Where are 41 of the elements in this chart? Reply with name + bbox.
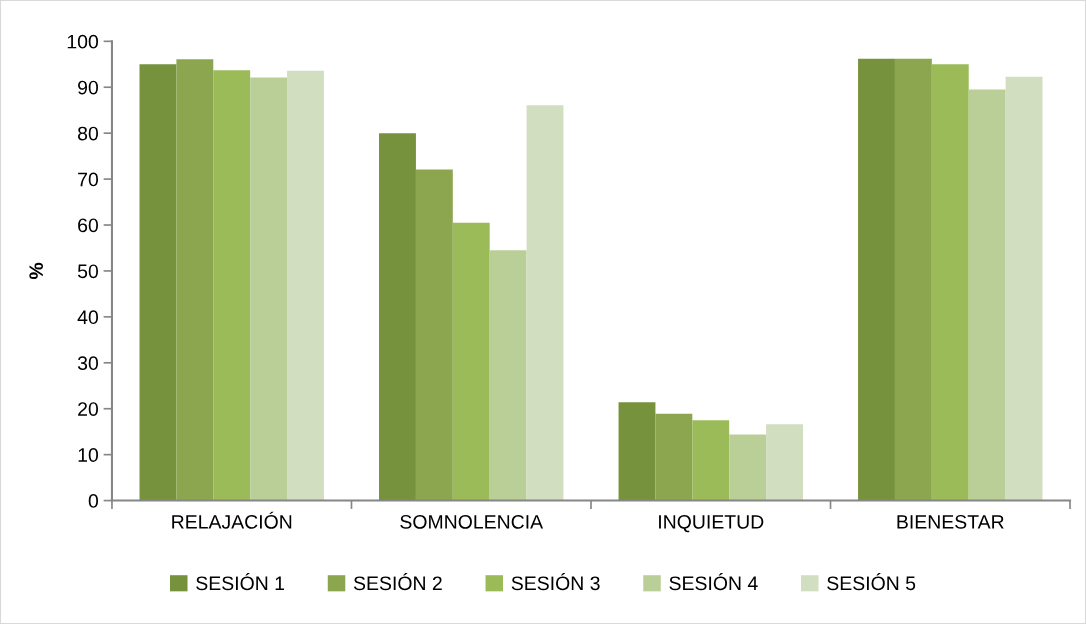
- y-tick-label: 70: [78, 172, 99, 187]
- bar: [1005, 76, 1043, 501]
- bar: [894, 58, 932, 501]
- y-tick-label: 60: [78, 218, 99, 233]
- x-tick-label: SOMNOLENCIA: [400, 514, 544, 529]
- y-tick-label: 0: [88, 494, 99, 508]
- bar: [287, 70, 324, 501]
- bar: [618, 402, 656, 501]
- legend-label: SESIÓN 4: [669, 573, 758, 591]
- y-tick-label: 40: [77, 310, 99, 325]
- bar: [250, 77, 288, 501]
- bar: [379, 133, 416, 501]
- legend-label: SESIÓN 1: [196, 573, 285, 591]
- bar: [213, 70, 251, 501]
- bar: [729, 434, 767, 501]
- bar: [452, 222, 490, 501]
- y-tick-label: 80: [77, 126, 99, 141]
- y-tick-label: 50: [77, 264, 99, 279]
- bar: [526, 105, 564, 501]
- bar: [655, 413, 693, 501]
- y-tick-label: 20: [78, 402, 99, 416]
- bar: [489, 250, 527, 501]
- x-tick-label: BIENESTAR: [897, 514, 1004, 529]
- legend-label: SESIÓN 2: [353, 573, 442, 591]
- bar: [968, 89, 1006, 501]
- y-tick-label: 90: [78, 80, 99, 95]
- bar: [766, 424, 803, 501]
- bar: [415, 169, 453, 501]
- legend-label: SESIÓN 5: [827, 573, 916, 591]
- y-tick-label: 30: [77, 356, 99, 371]
- y-tick-label: 100: [67, 34, 99, 49]
- y-tick-label: 10: [78, 448, 99, 462]
- bar: [931, 64, 969, 501]
- bar: [692, 420, 730, 501]
- x-tick-label: INQUIETUD: [659, 514, 764, 533]
- x-tick-label: RELAJACIÓN: [172, 511, 292, 529]
- legend-label: SESIÓN 3: [511, 573, 600, 591]
- bar: [176, 59, 214, 501]
- bar: [139, 64, 177, 501]
- y-axis-title: %: [29, 262, 44, 280]
- bar: [858, 58, 895, 501]
